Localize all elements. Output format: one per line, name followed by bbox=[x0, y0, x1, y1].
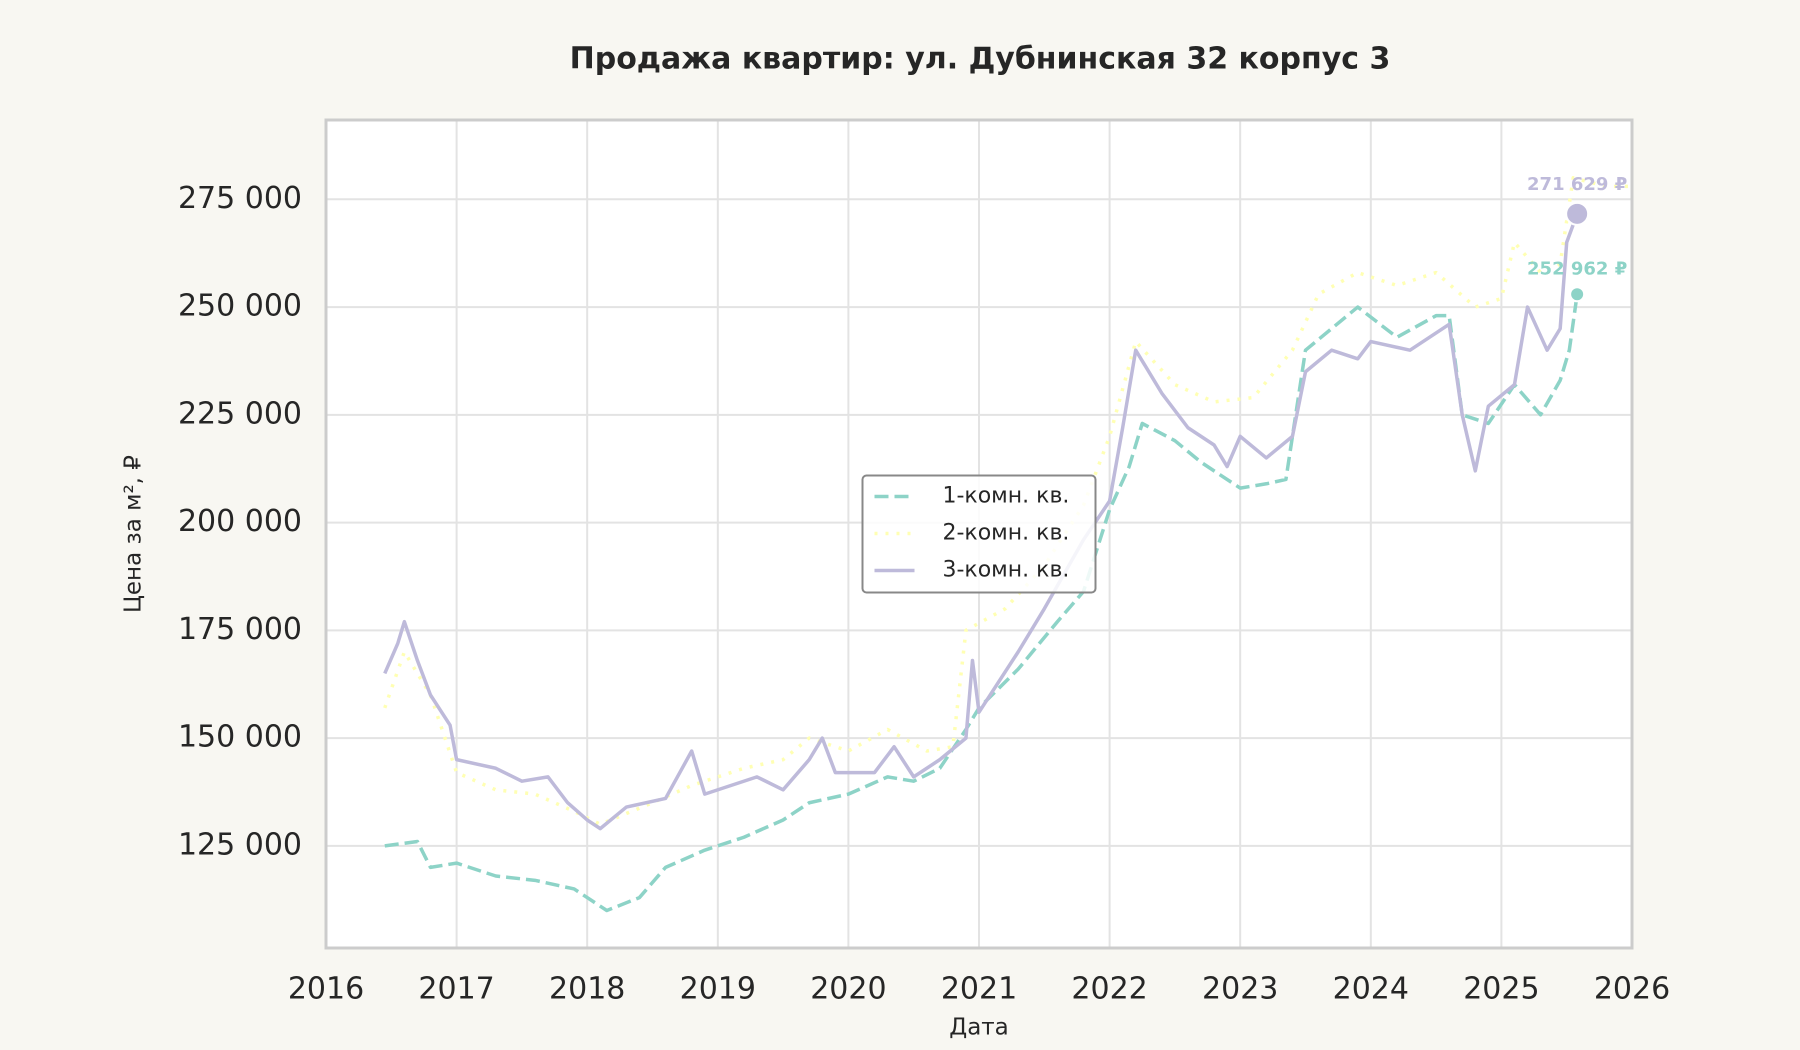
x-tick-label: 2023 bbox=[1202, 972, 1278, 1007]
end-point bbox=[1565, 201, 1590, 226]
annotation: 252 962 ₽ bbox=[1527, 258, 1627, 279]
series-line bbox=[384, 294, 1579, 913]
y-tick-label: 250 000 bbox=[178, 289, 302, 324]
x-tick-label: 2020 bbox=[810, 972, 886, 1007]
legend-label: 1-комн. кв. bbox=[943, 484, 1070, 509]
y-tick-label: 200 000 bbox=[178, 504, 302, 539]
legend-box bbox=[861, 474, 1097, 594]
legend-label: 3-комн. кв. bbox=[943, 558, 1070, 583]
x-tick-label: 2021 bbox=[941, 972, 1017, 1007]
y-tick-label: 175 000 bbox=[178, 612, 302, 647]
y-tick-label: 275 000 bbox=[178, 181, 302, 216]
x-tick-label: 2022 bbox=[1071, 972, 1147, 1007]
x-tick-label: 2024 bbox=[1333, 972, 1409, 1007]
y-axis-label: Цена за м², ₽ bbox=[121, 455, 147, 613]
x-tick-label: 2017 bbox=[418, 972, 494, 1007]
x-tick-label: 2019 bbox=[680, 972, 756, 1007]
x-axis-label: Дата bbox=[949, 1015, 1009, 1041]
x-tick-label: 2025 bbox=[1463, 972, 1539, 1007]
series-line bbox=[383, 213, 1579, 831]
chart-title: Продажа квартир: ул. Дубнинская 32 корпу… bbox=[570, 42, 1391, 77]
y-tick-label: 125 000 bbox=[178, 827, 302, 862]
y-tick-label: 225 000 bbox=[178, 396, 302, 431]
annotation: 271 629 ₽ bbox=[1527, 174, 1627, 195]
y-tick-label: 150 000 bbox=[178, 720, 302, 755]
x-tick-label: 2026 bbox=[1594, 972, 1670, 1007]
end-point bbox=[1569, 286, 1586, 303]
legend-label: 2-комн. кв. bbox=[943, 521, 1070, 546]
x-tick-label: 2016 bbox=[288, 972, 364, 1007]
legend: 1-комн. кв. 2-комн. кв. 3-комн. кв. bbox=[861, 474, 1097, 594]
x-tick-label: 2018 bbox=[549, 972, 625, 1007]
plot-border bbox=[324, 118, 1634, 950]
